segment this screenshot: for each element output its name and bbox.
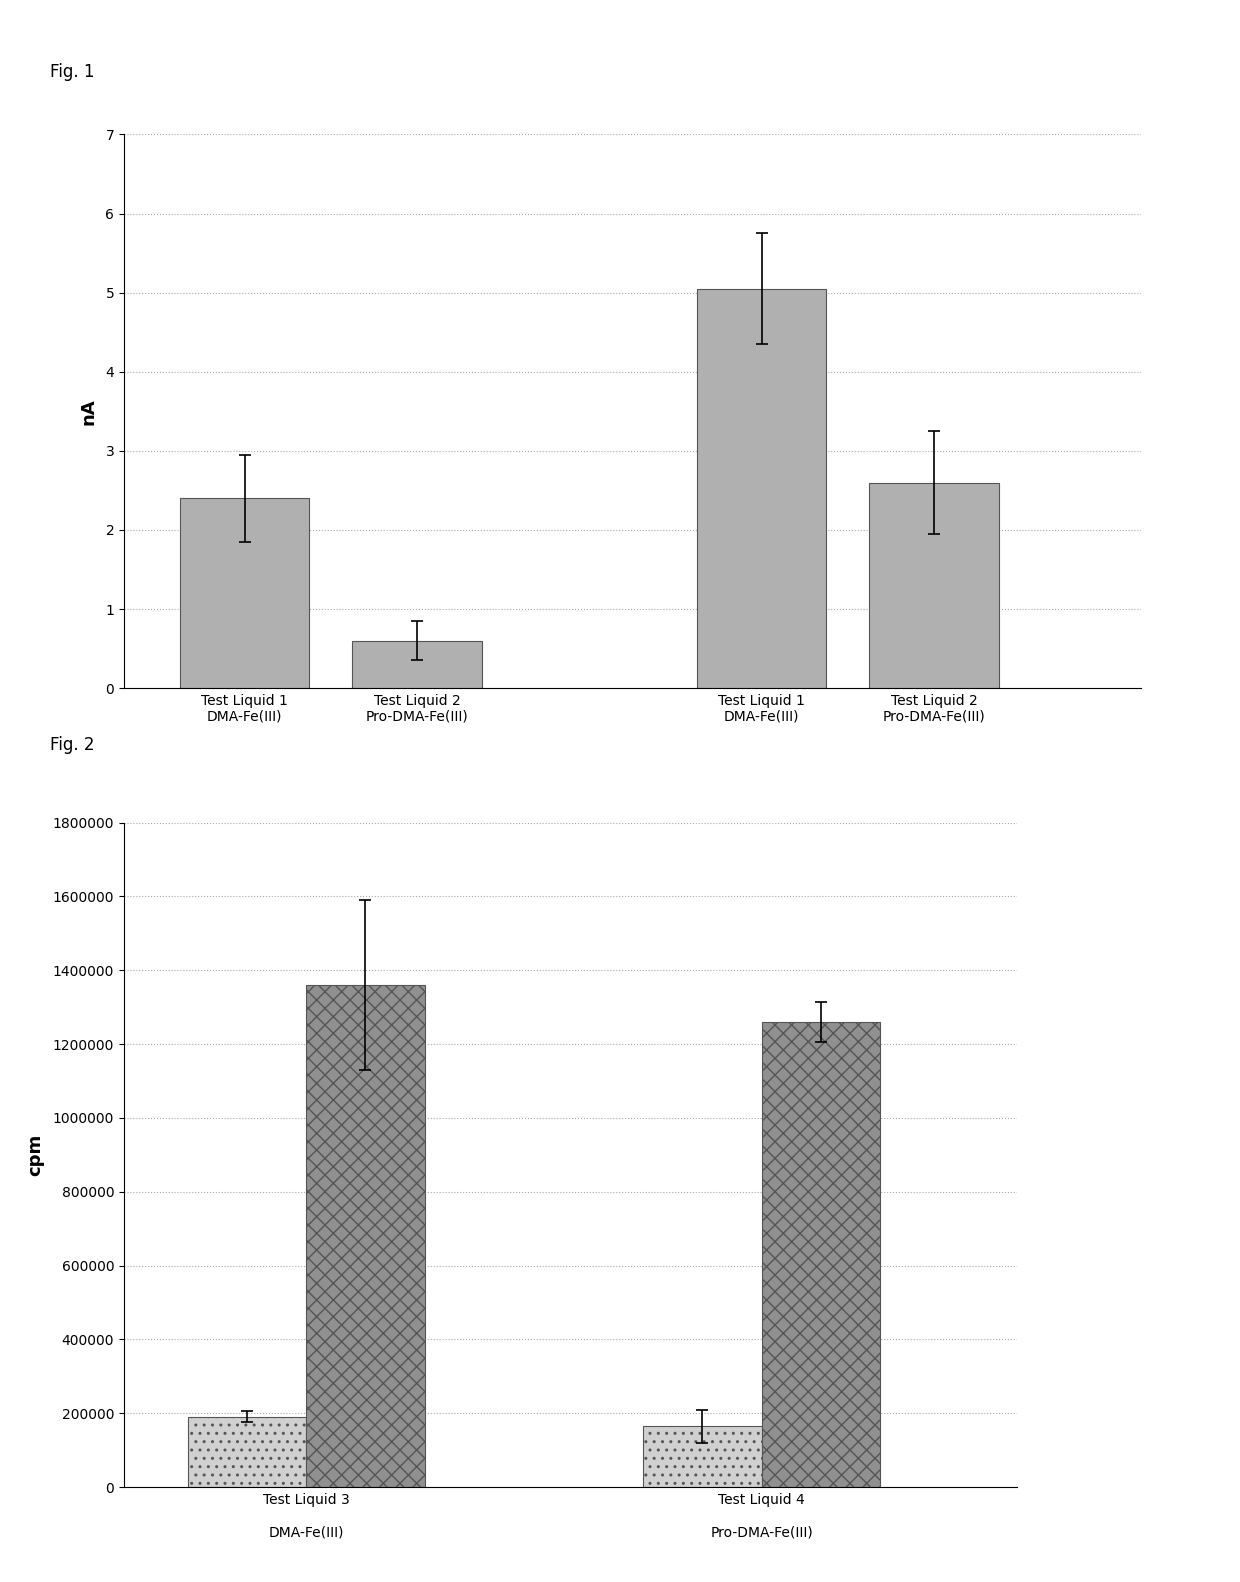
Bar xyxy=(761,1022,880,1487)
Bar xyxy=(352,641,481,688)
Text: Fig. 1: Fig. 1 xyxy=(50,63,94,81)
Y-axis label: cpm: cpm xyxy=(26,1134,45,1175)
Bar xyxy=(306,986,424,1487)
Bar xyxy=(869,483,998,688)
Bar xyxy=(187,1417,306,1487)
Y-axis label: nA: nA xyxy=(79,399,97,424)
Text: Fig. 2: Fig. 2 xyxy=(50,736,94,753)
Text: DDW: DDW xyxy=(310,854,352,869)
Bar xyxy=(180,498,309,688)
Bar xyxy=(697,288,826,688)
Text: HvYS1: HvYS1 xyxy=(820,854,875,869)
Bar xyxy=(644,1427,761,1487)
